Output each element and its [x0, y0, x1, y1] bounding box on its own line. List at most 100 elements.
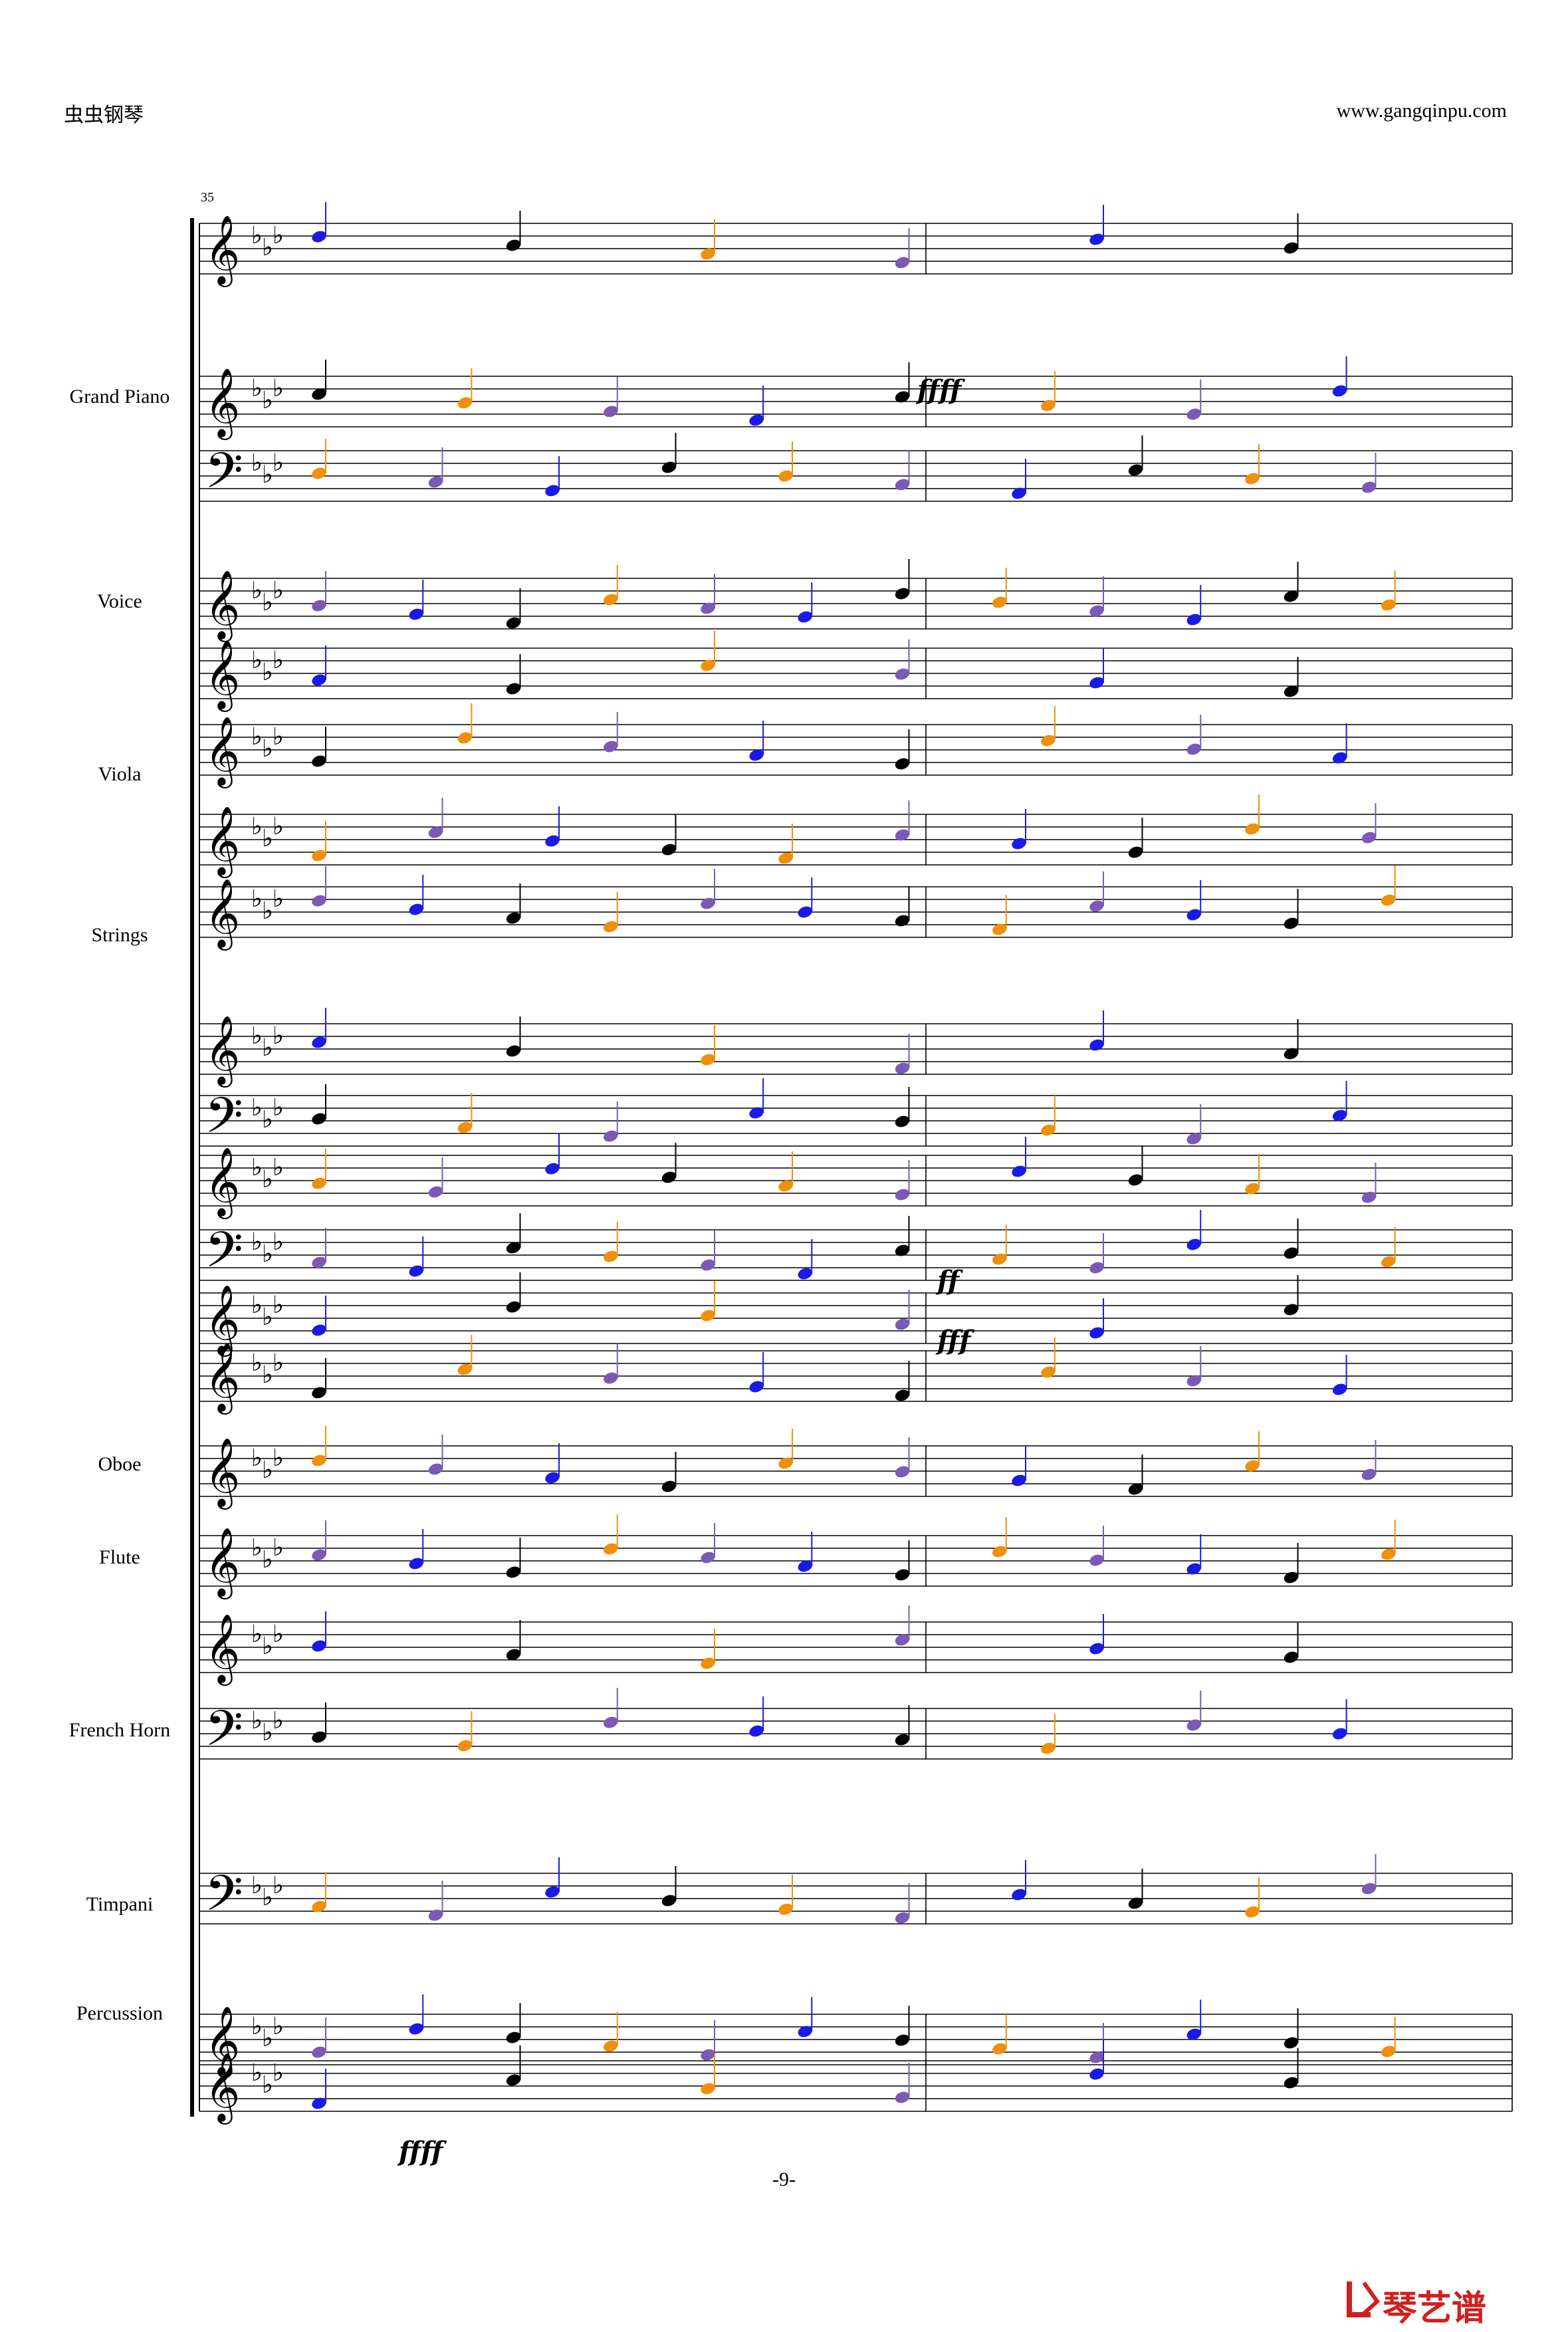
flat-icon: ♭: [262, 1633, 273, 1660]
note-head: [1284, 1048, 1299, 1060]
note-head: [506, 1045, 521, 1057]
flat-icon: ♭: [251, 1707, 263, 1734]
note-head: [701, 1054, 715, 1066]
note-head: [778, 1903, 793, 1915]
note-head: [1284, 685, 1299, 697]
note-head: [1089, 1039, 1104, 1051]
clef-icon: 𝄞: [205, 878, 240, 951]
note-head: [409, 1558, 423, 1570]
note-head: [661, 1480, 677, 1492]
note-head: [1381, 894, 1396, 906]
note-head: [1245, 1460, 1260, 1472]
note-head: [1128, 464, 1143, 476]
note-head: [457, 1121, 473, 1133]
label-strings: Strings: [91, 924, 148, 946]
note-head: [778, 470, 793, 482]
note-head: [701, 1259, 715, 1271]
note-head: [506, 1649, 521, 1661]
note-head: [992, 596, 1007, 608]
clef-icon: 𝄞: [205, 368, 240, 440]
note-head: [506, 1242, 521, 1254]
flat-icon: ♭: [251, 1349, 263, 1377]
note-head: [1089, 2068, 1104, 2080]
note-head: [749, 749, 764, 761]
note-head: [1012, 487, 1026, 499]
label-french-horn: French Horn: [68, 1719, 171, 1741]
note-head: [457, 732, 473, 744]
note-head: [1361, 1883, 1377, 1895]
flat-icon: ♭: [262, 1457, 273, 1484]
flat-icon: ♭: [251, 449, 263, 477]
dynamic-marking: ffff: [397, 2136, 447, 2167]
note-head: [1361, 1191, 1377, 1203]
note-head: [661, 461, 677, 473]
note-head: [701, 1657, 715, 1669]
note-head: [895, 1244, 910, 1256]
note-head: [1128, 846, 1143, 858]
note-head: [1332, 1383, 1347, 1395]
note-head: [1332, 1109, 1347, 1121]
flat-icon: ♭: [262, 1361, 273, 1389]
note-head: [1186, 408, 1201, 420]
clef-icon: 𝄞: [205, 215, 240, 287]
flat-icon: ♭: [273, 375, 284, 402]
flat-icon: ♭: [251, 1228, 263, 1256]
note-head: [895, 1634, 910, 1646]
note-head: [1284, 2077, 1299, 2089]
note-head: [1041, 1124, 1056, 1136]
note-head: [312, 2046, 326, 2058]
clef-icon: 𝄞: [205, 1015, 240, 1088]
flat-icon: ♭: [273, 1872, 284, 1899]
note-head: [545, 1163, 560, 1175]
flat-icon: ♭: [251, 577, 263, 604]
note-head: [1361, 1468, 1377, 1480]
note-head: [1128, 1897, 1143, 1909]
flat-icon: ♭: [251, 1872, 263, 1899]
note-head: [1041, 400, 1056, 411]
note-head: [895, 1389, 910, 1401]
note-head: [312, 1640, 326, 1652]
flat-icon: ♭: [262, 1166, 273, 1193]
clef-icon: 𝄞: [205, 1437, 240, 1510]
note-head: [1186, 1375, 1201, 1387]
dynamic-marking: ff: [935, 1265, 963, 1296]
note-head: [1012, 1889, 1026, 1901]
logo-icon: [1347, 2281, 1380, 2317]
note-head: [312, 1455, 326, 1466]
note-head: [992, 2043, 1007, 2055]
note-head: [1089, 900, 1104, 912]
logo-text: 琴艺谱: [1383, 2289, 1487, 2329]
note-head: [604, 1250, 618, 1262]
clef-icon: 𝄞: [205, 1613, 240, 1686]
clef-icon: 𝄞: [205, 1147, 240, 1219]
clef-icon: 𝄢: [205, 442, 243, 512]
note-head: [312, 1901, 326, 1913]
note-head: [701, 2049, 715, 2061]
note-head: [604, 594, 618, 606]
note-head: [1012, 838, 1026, 850]
note-head: [701, 897, 715, 909]
note-head: [661, 1171, 677, 1183]
note-head: [661, 844, 677, 856]
flat-icon: ♭: [251, 885, 263, 913]
flat-icon: ♭: [273, 1534, 284, 1562]
flat-icon: ♭: [262, 735, 273, 762]
clef-icon: 𝄞: [205, 2052, 240, 2125]
note-head: [1041, 1366, 1056, 1378]
note-head: [1284, 1651, 1299, 1663]
note-head: [1012, 1165, 1026, 1177]
note-head: [604, 741, 618, 753]
dynamic-marking: fff: [935, 1325, 974, 1356]
note-head: [312, 895, 326, 907]
site-title: 虫虫钢琴: [64, 104, 144, 127]
note-head: [1186, 1133, 1201, 1145]
note-head: [701, 2083, 715, 2095]
note-head: [312, 1549, 326, 1561]
note-head: [895, 1734, 910, 1746]
note-head: [545, 835, 560, 847]
flat-icon: ♭: [251, 1445, 263, 1472]
note-head: [1089, 1262, 1104, 1274]
flat-icon: ♭: [273, 1022, 284, 1050]
